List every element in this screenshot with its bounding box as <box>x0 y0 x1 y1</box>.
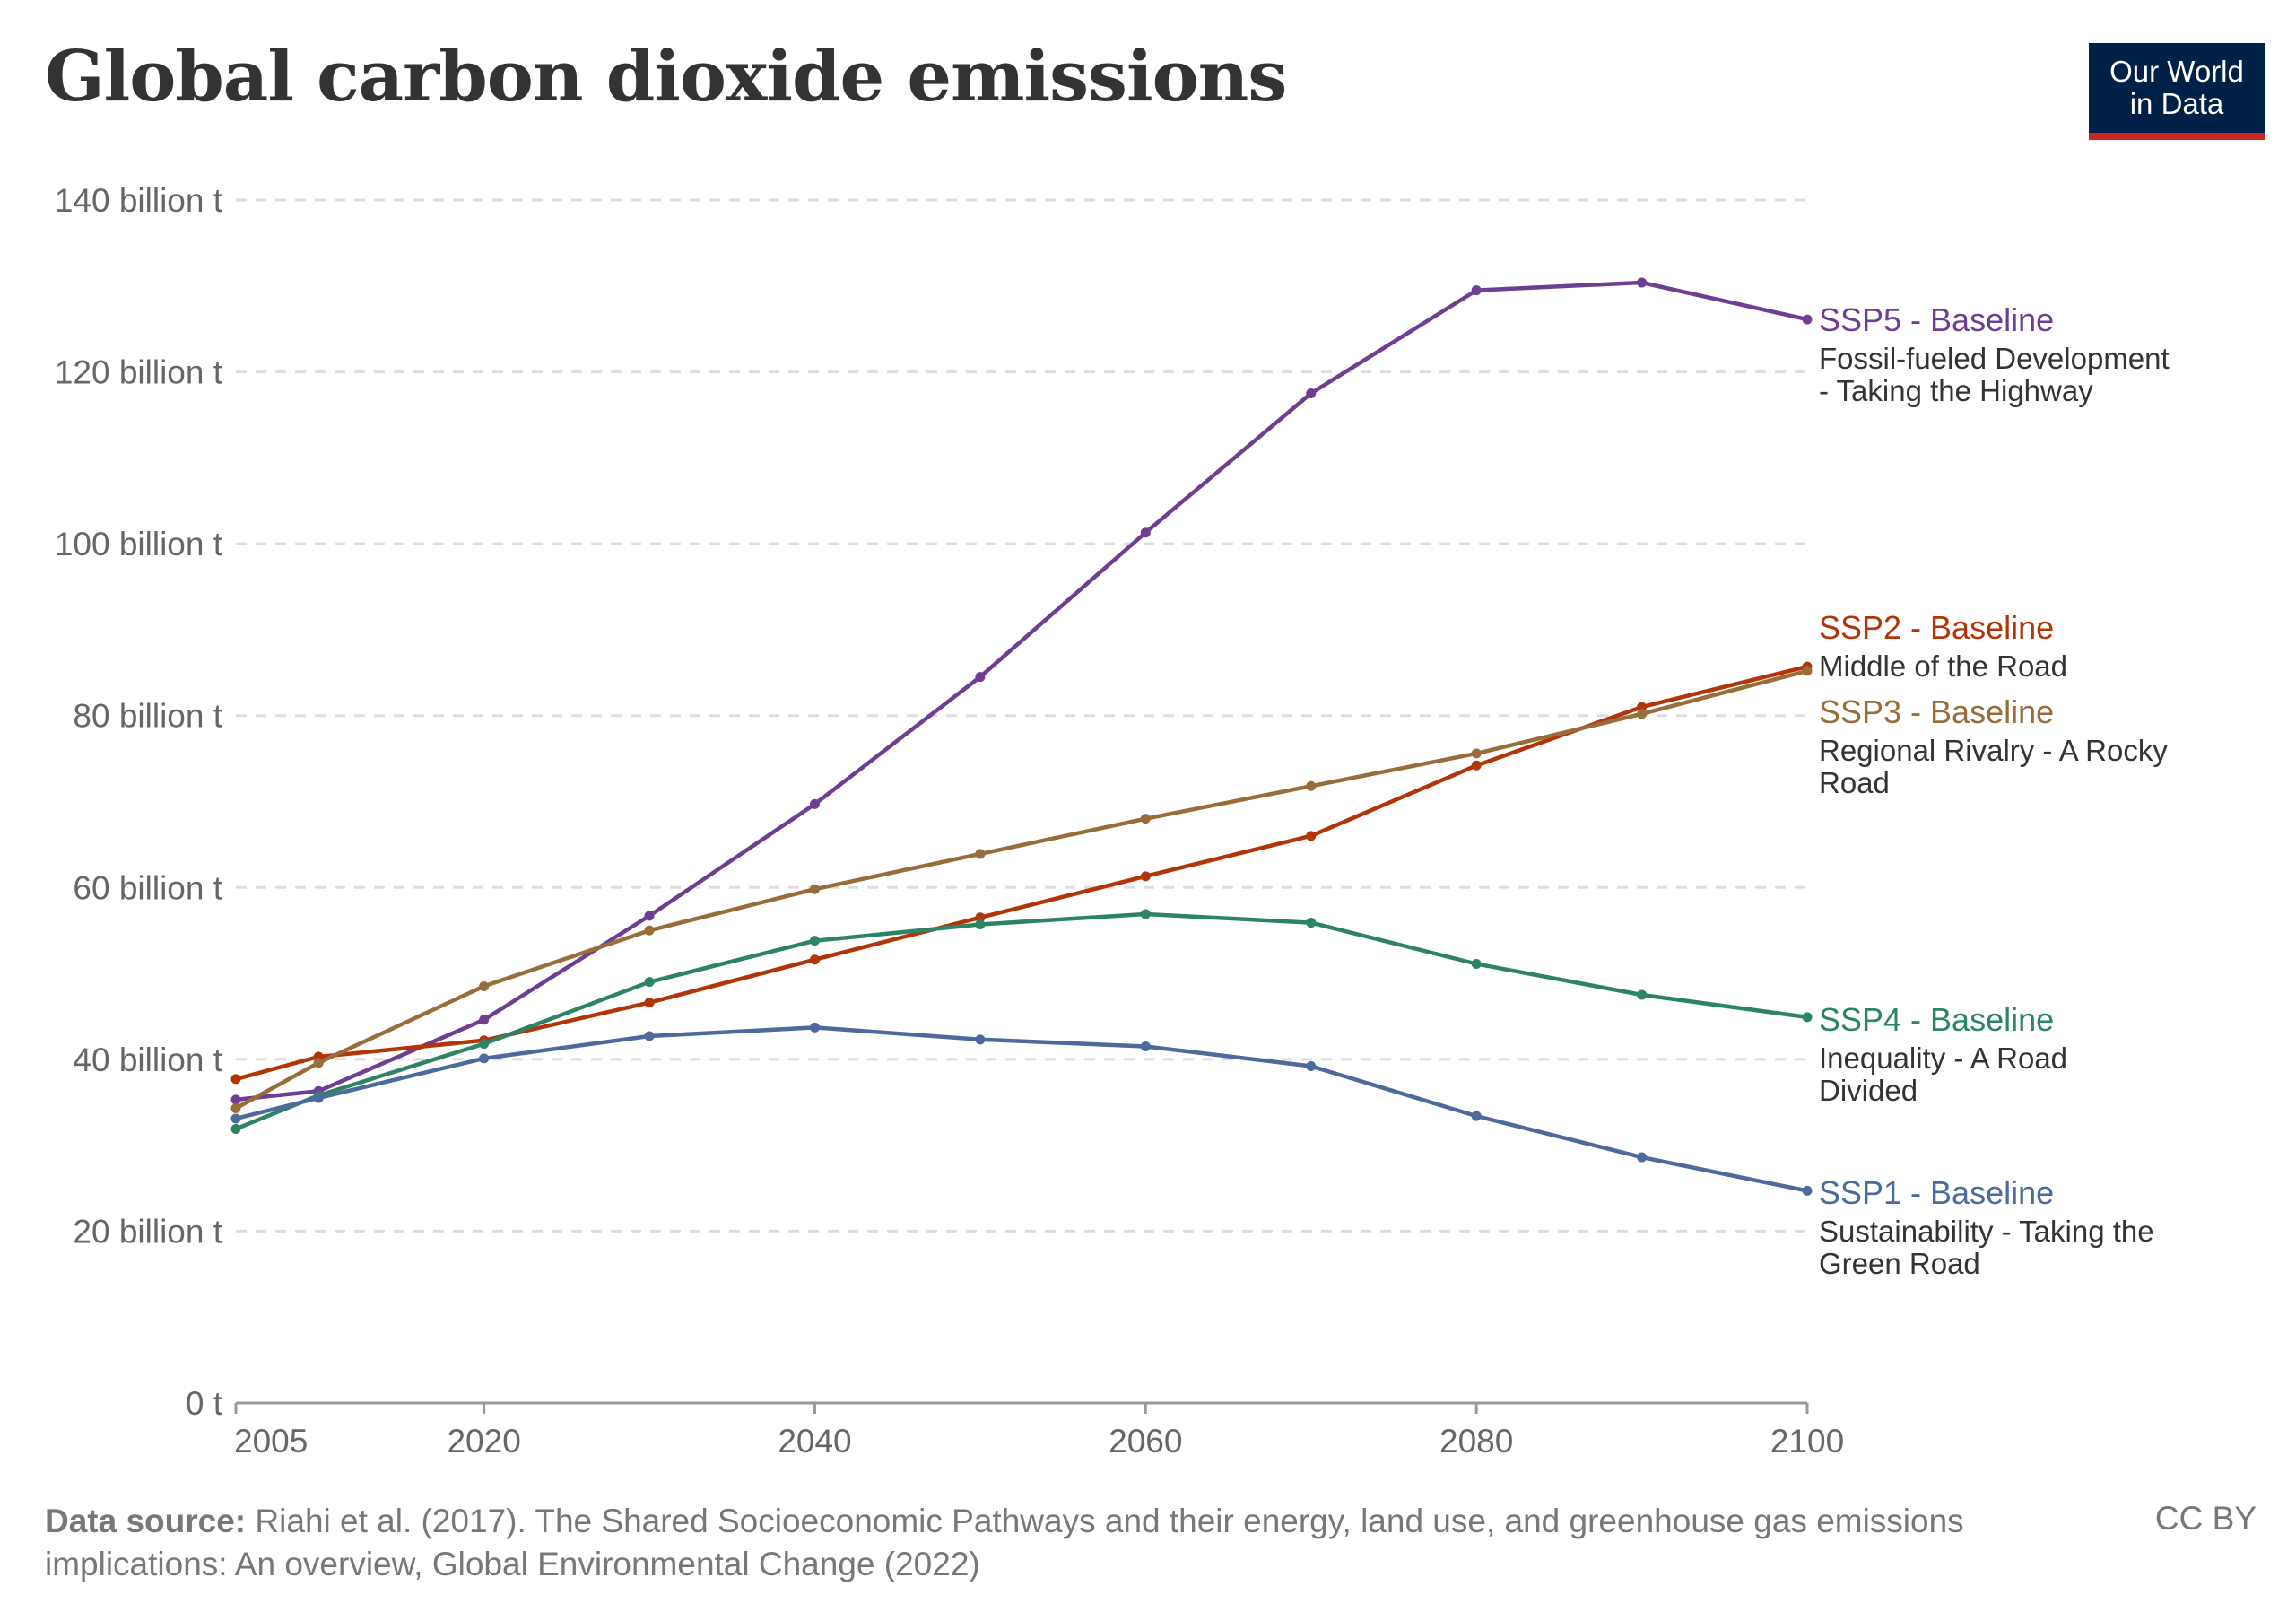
data-point <box>1306 780 1317 791</box>
series-subtitle: Divided <box>1819 1074 1918 1107</box>
y-axis-ticks: 0 t 20 billion t 40 billion t 60 billion t 8… <box>55 182 223 1422</box>
data-point <box>1471 760 1482 771</box>
source-label: Data source: <box>45 1503 247 1539</box>
series-label: SSP3 - Baseline <box>1819 693 2054 730</box>
data-point <box>230 1102 241 1113</box>
data-point <box>479 980 490 991</box>
y-tick-label: 140 billion t <box>55 182 223 219</box>
series-label: SSP1 - Baseline <box>1819 1174 2054 1211</box>
series-subtitle: Middle of the Road <box>1819 649 2067 683</box>
series-subtitle: - Taking the Highway <box>1819 374 2093 407</box>
series-line-ssp1 <box>235 1025 1808 1193</box>
data-point <box>809 884 820 894</box>
data-point <box>644 998 655 1008</box>
data-point <box>975 1034 986 1045</box>
series-label: SSP4 - Baseline <box>1819 1001 2054 1038</box>
x-tick-label: 2080 <box>1439 1423 1513 1460</box>
data-point <box>230 1113 241 1124</box>
data-point <box>809 1022 820 1033</box>
series-subtitle: Regional Rivalry - A Rocky <box>1819 734 2168 767</box>
data-point <box>975 919 986 929</box>
data-point <box>1306 918 1317 928</box>
y-tick-label: 40 billion t <box>73 1041 222 1078</box>
data-point <box>644 977 655 988</box>
data-point <box>1140 527 1151 538</box>
data-point <box>1802 1185 1813 1196</box>
series-lines <box>230 277 1813 1196</box>
data-point <box>313 1058 324 1068</box>
series-labels: SSP5 - Baseline Fossil-fueled Development… <box>1819 301 2170 1280</box>
data-point <box>479 1015 490 1025</box>
footer: Data source: Riahi et al. (2017). The Sh… <box>45 1500 2018 1586</box>
data-point <box>644 911 655 921</box>
data-point <box>1637 1152 1648 1163</box>
data-point <box>1140 871 1151 882</box>
data-point <box>1471 1111 1482 1121</box>
logo-line-2: in Data <box>2129 87 2224 120</box>
source-text: Riahi et al. (2017). The Shared Socioeco… <box>45 1503 1964 1582</box>
y-tick-label: 100 billion t <box>55 526 223 562</box>
data-point <box>479 1039 490 1050</box>
data-point <box>644 925 655 936</box>
owid-logo[interactable]: Our World in Data <box>2089 43 2265 140</box>
data-point <box>809 954 820 965</box>
series-line-ssp4 <box>235 911 1808 1131</box>
data-point <box>1471 748 1482 759</box>
series-label: SSP5 - Baseline <box>1819 301 2054 338</box>
y-tick-label: 0 t <box>186 1385 223 1422</box>
data-point <box>1306 831 1317 841</box>
series-subtitle: Road <box>1819 766 1890 799</box>
logo-line-1: Our World <box>2109 55 2244 88</box>
x-axis-ticks: 2005 2020 2040 2060 2080 2100 <box>234 1401 1844 1460</box>
data-point <box>1637 277 1648 288</box>
data-point <box>809 936 820 946</box>
data-point <box>1802 1012 1813 1023</box>
data-point <box>1306 388 1317 399</box>
data-point <box>975 672 986 683</box>
y-tick-label: 60 billion t <box>73 869 222 906</box>
series-subtitle: Green Road <box>1819 1247 1980 1280</box>
series-subtitle: Inequality - A Road <box>1819 1041 2067 1075</box>
x-tick-label: 2100 <box>1770 1423 1844 1460</box>
y-tick-label: 80 billion t <box>73 698 222 735</box>
data-point <box>1637 702 1648 712</box>
data-point <box>1637 989 1648 1000</box>
data-point <box>230 1074 241 1085</box>
series-line-ssp2 <box>235 664 1808 1082</box>
data-point <box>230 1094 241 1105</box>
data-point <box>1306 1061 1317 1072</box>
data-point <box>1802 666 1813 676</box>
data-point <box>230 1123 241 1134</box>
x-tick-label: 2060 <box>1109 1423 1182 1460</box>
data-point <box>1471 959 1482 970</box>
data-point <box>1471 285 1482 296</box>
series-subtitle: Sustainability - Taking the <box>1819 1215 2154 1248</box>
data-point <box>1140 909 1151 919</box>
data-point <box>1140 814 1151 824</box>
y-tick-label: 20 billion t <box>73 1213 222 1250</box>
y-tick-label: 120 billion t <box>55 354 223 391</box>
data-point <box>809 798 820 809</box>
series-subtitle: Fossil-fueled Development <box>1819 342 2170 375</box>
x-tick-label: 2005 <box>234 1423 308 1460</box>
data-point <box>1140 1041 1151 1051</box>
license-link[interactable]: CC BY <box>2154 1500 2257 1537</box>
series-line-ssp5 <box>235 280 1808 1102</box>
series-label: SSP2 - Baseline <box>1819 609 2054 646</box>
grid <box>236 198 1807 1233</box>
data-point <box>1802 314 1813 325</box>
data-point <box>313 1093 324 1103</box>
chart-title: Global carbon dioxide emissions <box>45 36 1287 118</box>
data-point <box>1637 709 1648 719</box>
data-point <box>975 912 986 923</box>
data-point <box>975 849 986 859</box>
x-tick-label: 2040 <box>778 1423 851 1460</box>
x-tick-label: 2020 <box>447 1423 520 1460</box>
data-point <box>479 1053 490 1064</box>
data-point <box>644 1031 655 1041</box>
